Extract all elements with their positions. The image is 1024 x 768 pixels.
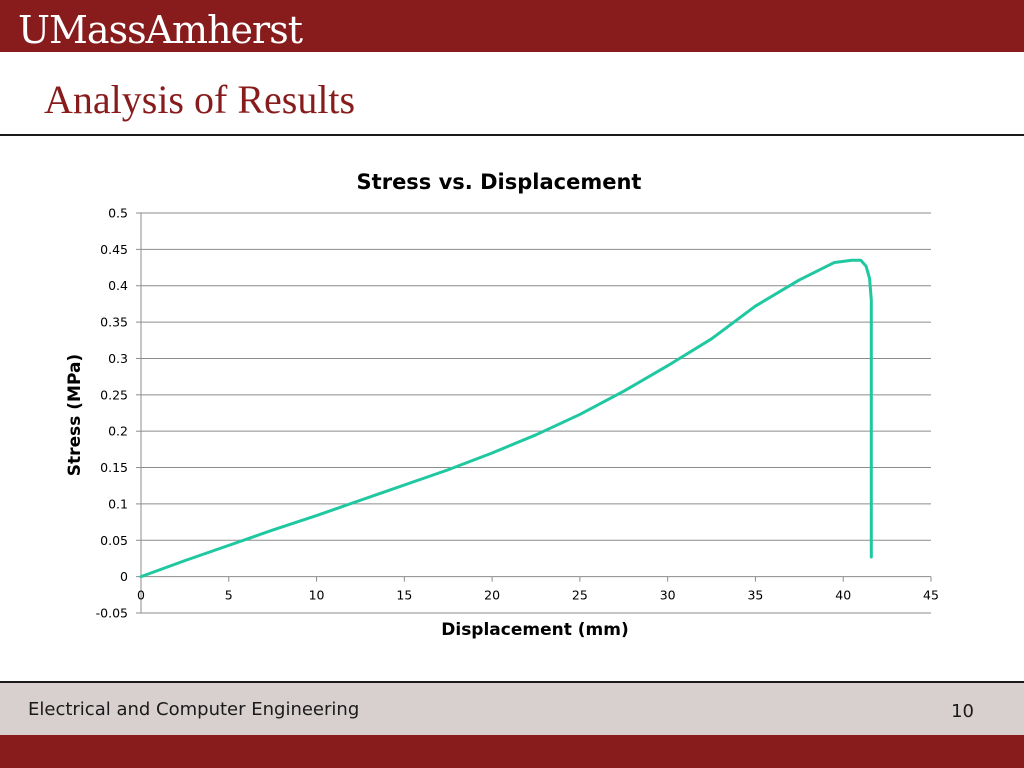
chart-tick-labels: -0.05 0 0.05 0.1 0.15 0.2 0.25 0.3 0.35 0.4 0.45 0.… [96, 206, 939, 621]
x-tick-label: 0 [137, 588, 145, 603]
y-tick-label: -0.05 [96, 606, 128, 621]
y-tick-label: 0.25 [100, 387, 128, 402]
bottom-accent-bar [0, 735, 1024, 768]
title-divider [0, 134, 1024, 136]
chart-title: Stress vs. Displacement [357, 170, 642, 194]
x-tick-label: 25 [572, 588, 588, 603]
page-number: 10 [951, 701, 974, 722]
x-axis-label: Displacement (mm) [441, 620, 629, 640]
footer-bar: Electrical and Computer Engineering 10 [0, 681, 1024, 735]
slide-title: Analysis of Results [44, 77, 356, 122]
y-tick-label: 0.2 [108, 424, 128, 439]
chart-gridlines [141, 212, 931, 614]
x-tick-label: 20 [484, 588, 500, 603]
x-tick-label: 15 [396, 588, 412, 603]
chart-series [139, 258, 873, 579]
x-tick-label: 40 [835, 588, 851, 603]
x-tick-label: 30 [660, 588, 676, 603]
y-tick-label: 0.45 [100, 242, 128, 257]
department-name: Electrical and Computer Engineering [28, 699, 360, 720]
umass-amherst-logo: UMassAmherst [18, 8, 303, 52]
y-axis-label: Stress (MPa) [65, 354, 85, 476]
y-tick-label: 0.05 [100, 533, 128, 548]
y-tick-label: 0.1 [108, 496, 128, 511]
series-line [139, 258, 873, 579]
x-tick-label: 35 [747, 588, 763, 603]
y-tick-label: 0.4 [108, 278, 128, 293]
y-tick-label: 0.3 [108, 351, 128, 366]
x-tick-label: 45 [923, 588, 939, 603]
y-tick-label: 0.15 [100, 460, 128, 475]
header-bar: UMassAmherst [0, 0, 1024, 52]
y-tick-label: 0 [120, 569, 128, 584]
y-tick-label: 0.35 [100, 315, 128, 330]
y-tick-label: 0.5 [108, 206, 128, 221]
x-tick-label: 5 [225, 588, 233, 603]
stress-displacement-chart: -0.05 0 0.05 0.1 0.15 0.2 0.25 0.3 0.35 0.4 0.45 0.… [65, 170, 939, 640]
chart-axes [136, 212, 932, 614]
x-tick-label: 10 [309, 588, 325, 603]
